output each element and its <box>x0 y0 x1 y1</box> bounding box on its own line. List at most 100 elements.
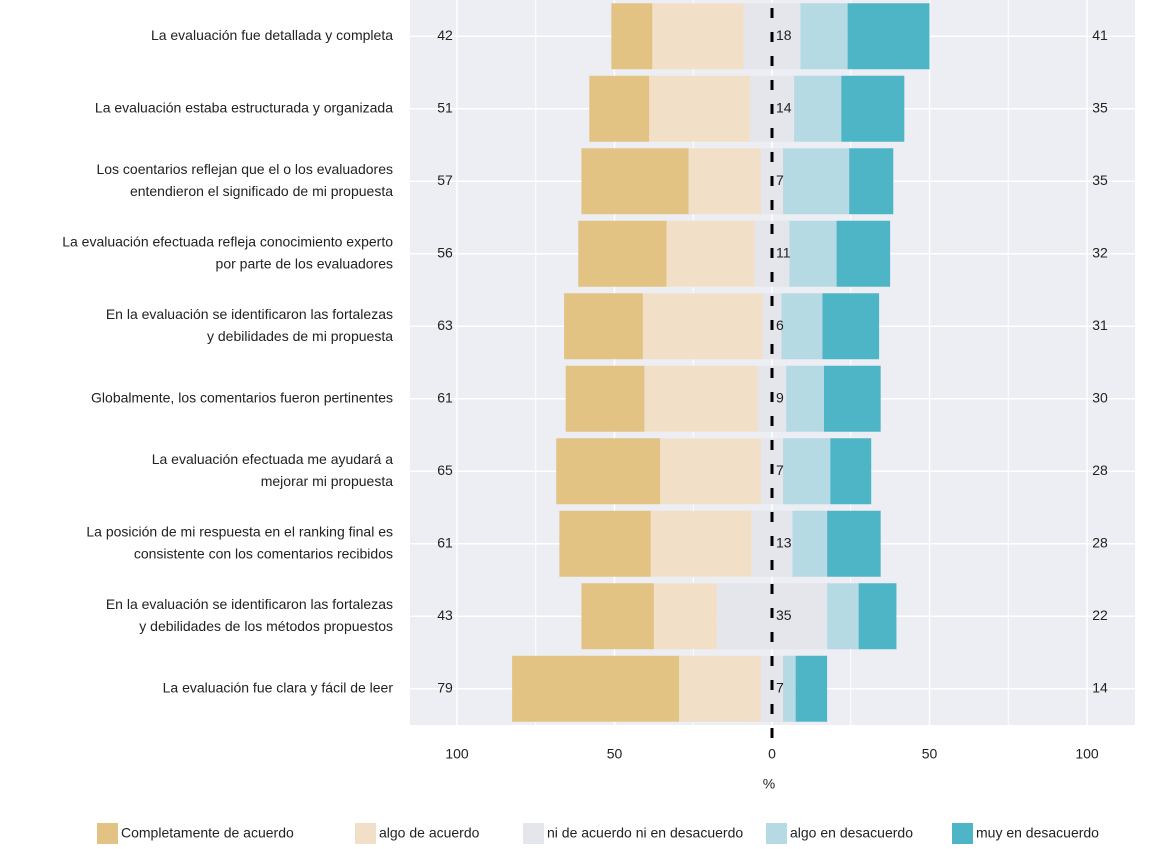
bar-segment <box>581 583 654 650</box>
bar-segment <box>564 293 643 360</box>
bar-segment <box>781 293 823 360</box>
bar-segment <box>688 148 761 215</box>
neutral-label: 7 <box>776 679 784 695</box>
category-label: y debilidades de mi propuesta <box>207 328 393 344</box>
neutral-label: 35 <box>776 607 792 623</box>
disagree-total-label: 22 <box>1092 607 1108 623</box>
bar-segment <box>858 583 897 650</box>
disagree-total-label: 30 <box>1092 389 1108 405</box>
bar-segment <box>786 365 824 432</box>
bar-segment <box>565 365 645 432</box>
category-label: consistente con los comentarios recibido… <box>134 545 393 561</box>
x-tick-label: 0 <box>768 746 776 762</box>
x-tick-label: 50 <box>922 746 938 762</box>
bar-segment <box>578 220 667 287</box>
bar-segment <box>649 75 750 142</box>
x-tick-label: 100 <box>445 746 469 762</box>
disagree-total-label: 31 <box>1092 317 1108 333</box>
legend-swatch <box>766 823 787 844</box>
category-label: La evaluación estaba estructurada y orga… <box>95 99 393 115</box>
neutral-label: 6 <box>776 317 784 333</box>
disagree-total-label: 28 <box>1092 534 1108 550</box>
category-label: Globalmente, los comentarios fueron pert… <box>91 389 393 405</box>
category-label: Los coentarios reflejan que el o los eva… <box>96 161 393 177</box>
agree-total-label: 56 <box>437 244 453 260</box>
bar-segment <box>653 583 717 650</box>
bar-segment <box>783 148 850 215</box>
disagree-total-label: 32 <box>1092 244 1108 260</box>
legend-label: muy en desacuerdo <box>976 825 1099 841</box>
bar-segment <box>783 438 831 505</box>
agree-total-label: 63 <box>437 317 453 333</box>
disagree-total-label: 41 <box>1092 27 1108 43</box>
bar-segment <box>800 3 848 70</box>
neutral-label: 13 <box>776 534 792 550</box>
neutral-label: 9 <box>776 389 784 405</box>
bar-segment <box>841 75 905 142</box>
agree-total-label: 65 <box>437 462 453 478</box>
bar-segment <box>650 510 752 577</box>
bar-segment <box>559 510 651 577</box>
x-tick-label: 50 <box>607 746 623 762</box>
bar-segment <box>642 293 763 360</box>
bar-segment <box>795 655 828 722</box>
category-label: En la evaluación se identificaron las fo… <box>106 306 393 322</box>
disagree-total-label: 35 <box>1092 172 1108 188</box>
bar-segment <box>783 655 796 722</box>
neutral-label: 11 <box>776 244 791 260</box>
bar-segment <box>679 655 761 722</box>
legend-swatch <box>523 823 544 844</box>
bar-segment <box>794 75 842 142</box>
category-label: La evaluación efectuada refleja conocimi… <box>62 233 393 249</box>
category-label: entendieron el significado de mi propues… <box>130 183 393 199</box>
disagree-total-label: 14 <box>1092 679 1108 695</box>
agree-total-label: 51 <box>437 99 453 115</box>
legend-label: algo en desacuerdo <box>790 825 913 841</box>
bar-segment <box>556 438 661 505</box>
bar-segment <box>611 3 653 70</box>
category-label: La evaluación fue detallada y completa <box>151 27 393 43</box>
legend-swatch <box>97 823 118 844</box>
bar-segment <box>849 148 894 215</box>
bar-segment <box>666 220 755 287</box>
category-label: La evaluación efectuada me ayudará a <box>152 451 393 467</box>
bar-segment <box>644 365 758 432</box>
neutral-label: 7 <box>776 462 784 478</box>
bar-segment <box>827 583 859 650</box>
neutral-label: 7 <box>776 172 784 188</box>
bar-segment <box>581 148 689 215</box>
category-label: por parte de los evaluadores <box>216 255 393 271</box>
bar-segment <box>589 75 650 142</box>
bar-segment <box>830 438 872 505</box>
bar-segment <box>836 220 891 287</box>
agree-total-label: 61 <box>437 534 453 550</box>
x-axis-label: % <box>763 776 775 792</box>
bar-segment <box>823 365 881 432</box>
bar-segment <box>822 293 880 360</box>
bar-segment <box>827 510 881 577</box>
legend-swatch <box>355 823 376 844</box>
category-label: mejorar mi propuesta <box>261 473 393 489</box>
bar-segment <box>660 438 761 505</box>
bar-segment <box>789 220 837 287</box>
bar-segment <box>652 3 744 70</box>
neutral-label: 18 <box>776 27 792 43</box>
agree-total-label: 79 <box>437 679 453 695</box>
x-tick-label: 100 <box>1075 746 1099 762</box>
neutral-label: 14 <box>776 99 792 115</box>
legend-label: algo de acuerdo <box>379 825 480 841</box>
legend-label: Completamente de acuerdo <box>121 825 294 841</box>
category-label: En la evaluación se identificaron las fo… <box>106 596 393 612</box>
bar-segment <box>792 510 828 577</box>
category-label: y debilidades de los métodos propuestos <box>139 618 393 634</box>
legend-swatch <box>952 823 973 844</box>
disagree-total-label: 35 <box>1092 99 1108 115</box>
legend-label: ni de acuerdo ni en desacuerdo <box>547 825 743 841</box>
agree-total-label: 57 <box>437 172 453 188</box>
agree-total-label: 43 <box>437 607 453 623</box>
category-label: La evaluación fue clara y fácil de leer <box>163 679 394 695</box>
agree-total-label: 61 <box>437 389 453 405</box>
category-label: La posición de mi respuesta en el rankin… <box>86 523 393 539</box>
disagree-total-label: 28 <box>1092 462 1108 478</box>
